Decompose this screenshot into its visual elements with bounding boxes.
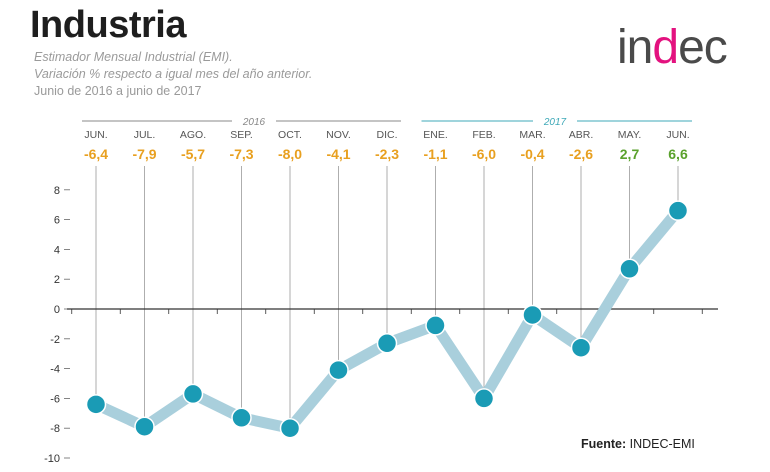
data-point <box>425 315 446 336</box>
data-point <box>473 388 495 409</box>
page-title: Industria <box>30 4 186 46</box>
logo-text-in: in <box>617 21 653 74</box>
data-point <box>376 333 398 354</box>
data-point <box>134 416 155 437</box>
month-label: MAR. <box>519 129 545 141</box>
value-label: -7,9 <box>132 146 156 162</box>
value-label: -0,4 <box>520 146 544 162</box>
month-label: JUL. <box>134 129 156 141</box>
year-label-2016: 2016 <box>242 117 266 128</box>
source-value: INDEC-EMI <box>629 437 695 451</box>
y-tick-label: 4 <box>54 244 60 256</box>
month-label: DIC. <box>377 129 398 141</box>
y-tick-label: 0 <box>54 304 60 316</box>
value-label: 6,6 <box>668 146 688 162</box>
y-tick-label: -6 <box>50 393 60 405</box>
y-tick-label: -8 <box>50 423 60 435</box>
data-point <box>667 200 689 221</box>
month-label: MAY. <box>618 129 642 141</box>
month-label: JUN. <box>666 129 689 141</box>
subtitle-period: Junio de 2016 a junio de 2017 <box>34 84 202 98</box>
y-tick-label: 6 <box>54 215 60 227</box>
value-label: -4,1 <box>326 146 350 162</box>
data-point <box>570 337 592 358</box>
subtitle-measure: Variación % respecto a igual mes del año… <box>34 67 313 81</box>
month-label: ENE. <box>423 129 448 141</box>
data-point <box>182 383 204 405</box>
value-label: -1,1 <box>423 146 447 162</box>
y-tick-label: -4 <box>50 364 60 376</box>
indec-logo: indec <box>617 20 728 75</box>
month-label: JUN. <box>84 129 107 141</box>
logo-text-d: d <box>652 21 679 74</box>
data-point <box>85 394 107 415</box>
year-label-2017: 2017 <box>543 117 567 128</box>
logo-text-ec: ec <box>678 21 728 74</box>
data-point <box>328 359 349 381</box>
value-label: -6,4 <box>84 146 108 162</box>
data-point <box>231 407 252 429</box>
source-label: Fuente: <box>581 437 627 451</box>
month-label: NOV. <box>326 129 351 141</box>
month-label: ABR. <box>569 129 594 141</box>
source-note: Fuente: INDEC-EMI <box>581 437 695 451</box>
y-tick-label: 2 <box>54 274 60 286</box>
y-tick-label: -10 <box>44 453 60 465</box>
value-label: -8,0 <box>278 146 302 162</box>
value-label: -6,0 <box>472 146 496 162</box>
value-label: -5,7 <box>181 146 205 162</box>
month-label: SEP. <box>230 129 253 141</box>
month-label: FEB. <box>472 129 495 141</box>
y-tick-label: 8 <box>54 185 60 197</box>
month-label: OCT. <box>278 129 302 141</box>
value-label: -7,3 <box>229 146 253 162</box>
y-tick-label: -2 <box>50 334 60 346</box>
value-label: -2,3 <box>375 146 399 162</box>
value-label: 2,7 <box>620 146 640 162</box>
month-label: AGO. <box>180 129 206 141</box>
subtitle-series: Estimador Mensual Industrial (EMI). <box>34 50 233 64</box>
data-point <box>522 304 543 326</box>
data-point <box>619 258 640 280</box>
data-point <box>279 417 301 439</box>
value-label: -2,6 <box>569 146 593 162</box>
